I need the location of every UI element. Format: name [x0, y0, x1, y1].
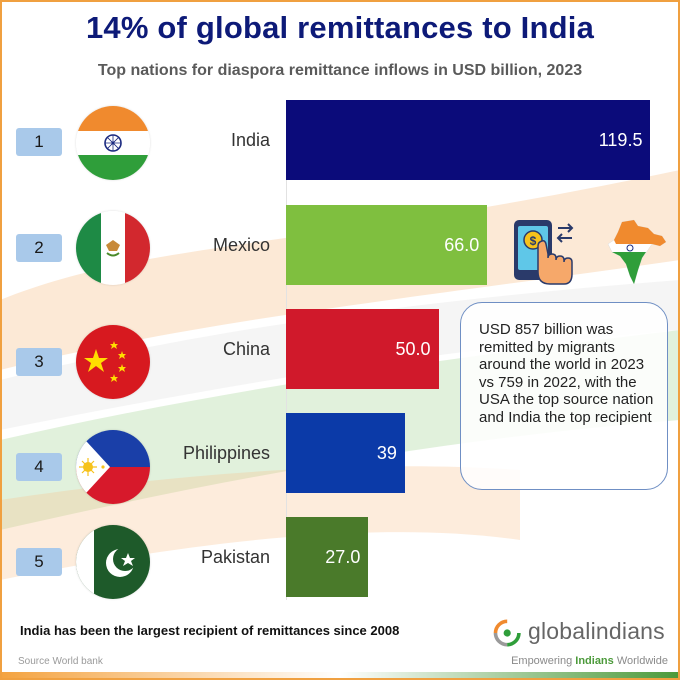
mexico-flag-icon	[76, 211, 150, 285]
rank-badge-2: 2	[16, 234, 62, 262]
country-label-pakistan: Pakistan	[200, 547, 270, 567]
rank-badge-4: 4	[16, 453, 62, 481]
rank-badge-5: 5	[16, 548, 62, 576]
india-map-flag-icon	[607, 219, 667, 285]
value-label-china: 50.0	[395, 339, 431, 359]
rank-badge-3: 3	[16, 348, 62, 376]
svg-text:$: $	[530, 234, 537, 248]
tagline-pre: Empowering	[511, 655, 576, 667]
bar-pakistan: 27.0	[286, 517, 369, 597]
bar-india: 119.5	[286, 100, 651, 180]
rank-badge-1: 1	[16, 128, 62, 156]
value-label-mexico: 66.0	[444, 235, 480, 255]
bar-philippines: 39	[286, 413, 405, 493]
brand-logo-text: globalindians	[528, 618, 665, 644]
brand-tagline: Empowering Indians Worldwide	[0, 655, 668, 667]
pakistan-flag-icon	[76, 525, 150, 599]
source-note: Source World bank	[18, 656, 103, 667]
bar-china: 50.0	[286, 309, 439, 389]
bar-plot-area: 119.5 66.0 50.0 39 27.0	[286, 100, 666, 600]
value-label-india: 119.5	[598, 130, 643, 150]
tagline-post: Worldwide	[613, 655, 668, 667]
chart-title: 14% of global remittances to India	[85, 10, 595, 45]
china-flag-icon	[76, 325, 150, 399]
chart-subtitle: Top nations for diaspora remittance infl…	[97, 62, 583, 79]
value-label-pakistan: 27.0	[325, 547, 361, 567]
country-label-india: India	[230, 130, 270, 150]
callout-box: USD 857 billion was remitted by migrants…	[460, 302, 668, 490]
philippines-flag-icon	[76, 430, 150, 504]
globalindians-logo-icon	[493, 619, 521, 647]
country-label-mexico: Mexico	[212, 235, 270, 255]
country-label-philippines: Philippines	[182, 443, 270, 463]
mobile-payment-icon: $	[514, 220, 574, 285]
footnote: India has been the largest recipient of …	[20, 623, 400, 638]
value-label-philippines: 39	[376, 443, 397, 463]
tagline-highlight: Indians	[575, 655, 614, 667]
bar-mexico: 66.0	[286, 205, 488, 285]
country-label-china: China	[222, 339, 270, 359]
